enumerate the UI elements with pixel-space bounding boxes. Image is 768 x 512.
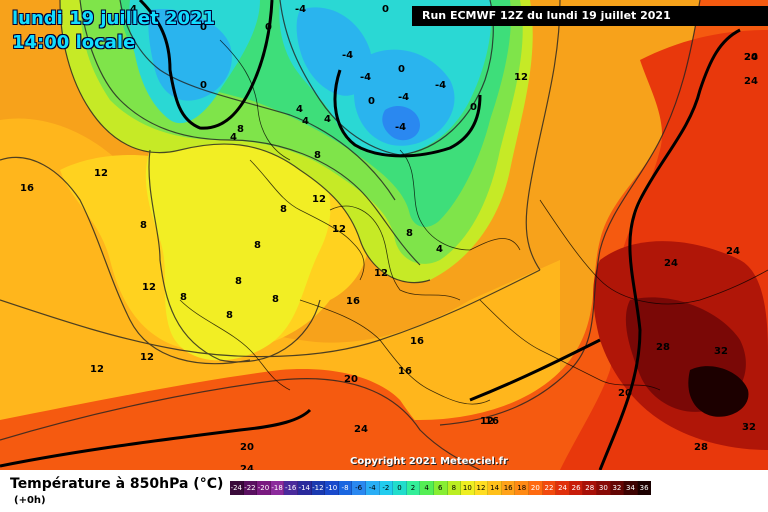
- contour-label: -4: [435, 80, 447, 91]
- contour-label: 0: [265, 22, 272, 33]
- contour-label: 24: [726, 246, 740, 257]
- date-title: lundi 19 juillet 2021: [12, 8, 216, 29]
- contour-label: -4: [342, 50, 354, 61]
- contour-label: 0: [382, 4, 389, 15]
- legend-cell: -2: [379, 481, 394, 495]
- legend-cell: 8: [447, 481, 462, 495]
- contour-label: 8: [140, 220, 147, 231]
- contour-label: 0: [470, 102, 477, 113]
- legend-cell: -8: [338, 481, 353, 495]
- contour-label: 8: [235, 276, 242, 287]
- contour-label: 4: [130, 4, 137, 15]
- contour-label: 20: [344, 374, 358, 385]
- legend-cell: 12: [474, 481, 489, 495]
- contour-label: -4: [360, 72, 372, 83]
- contour-label: 12: [140, 352, 154, 363]
- legend-footer: Température à 850hPa (°C) (+0h) -24 -22 -2…: [0, 470, 768, 512]
- legend-cell: 26: [569, 481, 584, 495]
- legend-cell: 24: [556, 481, 570, 495]
- contour-label: 16: [346, 296, 360, 307]
- legend-cell: 34: [624, 481, 638, 495]
- contour-label: 8: [237, 124, 244, 135]
- legend-cell: -20: [257, 481, 271, 495]
- contour-label: 12: [514, 72, 528, 83]
- contour-label: 24: [744, 52, 758, 63]
- contour-label: 8: [180, 292, 187, 303]
- legend-cell: 28: [583, 481, 598, 495]
- legend-cell: 22: [542, 481, 557, 495]
- run-info-banner: Run ECMWF 12Z du lundi 19 juillet 2021: [412, 6, 768, 26]
- legend-cell: -14: [297, 481, 312, 495]
- contour-label: 0: [200, 22, 207, 33]
- contour-label: 8: [226, 310, 233, 321]
- contour-label: 12: [142, 282, 156, 293]
- contour-label: 28: [656, 342, 670, 353]
- legend-cell: 10: [461, 481, 475, 495]
- contour-label: 8: [314, 150, 321, 161]
- contour-label: 0: [368, 96, 375, 107]
- contour-label: 12: [332, 224, 346, 235]
- legend-cell: 20: [529, 481, 543, 495]
- contour-label: 16: [20, 183, 34, 194]
- contour-label: 4: [324, 114, 331, 125]
- legend-cell: -4: [365, 481, 380, 495]
- contour-label: 12: [90, 364, 104, 375]
- legend-cell: 14: [488, 481, 502, 495]
- legend-cell: -10: [325, 481, 339, 495]
- contour-label: 4: [296, 104, 303, 115]
- contour-label: 4: [436, 244, 443, 255]
- contour-label: 4: [230, 132, 237, 143]
- contour-label: 8: [254, 240, 261, 251]
- contour-label: 12: [94, 168, 108, 179]
- contour-label: 0: [398, 64, 405, 75]
- contour-label: 4: [302, 116, 309, 127]
- legend-cell: 2: [406, 481, 421, 495]
- legend-cell: 0: [393, 481, 407, 495]
- contour-label: 32: [714, 346, 728, 357]
- time-title: 14:00 locale: [12, 32, 136, 53]
- contour-label: 16: [485, 416, 499, 427]
- legend-cell: -24: [230, 481, 244, 495]
- legend-cell: -16: [284, 481, 298, 495]
- legend-cell: 18: [515, 481, 530, 495]
- legend-title: Température à 850hPa (°C): [10, 476, 224, 492]
- contour-label: -4: [395, 122, 407, 133]
- contour-label: 20: [240, 442, 254, 453]
- contour-label: 12: [312, 194, 326, 205]
- contour-label: 0: [200, 80, 207, 91]
- contour-label: 8: [280, 204, 287, 215]
- contour-label: 12: [374, 268, 388, 279]
- legend-cell: 32: [610, 481, 625, 495]
- contour-label: 8: [272, 294, 279, 305]
- legend-cell: 36: [637, 481, 652, 495]
- copyright-notice: Copyright 2021 Meteociel.fr: [350, 456, 508, 467]
- temperature-field: [0, 0, 768, 470]
- legend-cell: -6: [352, 481, 366, 495]
- contour-label: 24: [744, 76, 758, 87]
- contour-label: 24: [354, 424, 368, 435]
- contour-label: 8: [406, 228, 413, 239]
- color-scale: -24 -22 -20 -18 -16 -14 -12 -10 -8 -6 -4 -2 0 2 4 6 8 10 1…: [230, 481, 652, 495]
- legend-cell: -18: [270, 481, 285, 495]
- contour-label: 24: [664, 258, 678, 269]
- contour-label: 24: [240, 464, 254, 470]
- legend-cell: 16: [501, 481, 516, 495]
- contour-label: 12: [480, 416, 494, 427]
- contour-label: -4: [295, 4, 307, 15]
- contour-label: 20: [618, 388, 632, 399]
- legend-subtitle: (+0h): [14, 495, 46, 506]
- legend-cell: -22: [243, 481, 258, 495]
- contour-label: 28: [694, 442, 708, 453]
- legend-cell: 4: [420, 481, 434, 495]
- contour-label: 16: [398, 366, 412, 377]
- legend-cell: 30: [597, 481, 611, 495]
- contour-label: 32: [742, 422, 756, 433]
- contour-label: 20: [744, 52, 758, 63]
- legend-cell: -12: [311, 481, 326, 495]
- temperature-map: 4 -4 0 0 0 -4 -4 -4 0 -4 -4 0 0 0 4 4 4 8 8 4 12 16 12 8 12 8 8 12 8…: [0, 0, 768, 470]
- legend-cell: 6: [433, 481, 448, 495]
- contour-label: 16: [410, 336, 424, 347]
- contour-label: -4: [398, 92, 410, 103]
